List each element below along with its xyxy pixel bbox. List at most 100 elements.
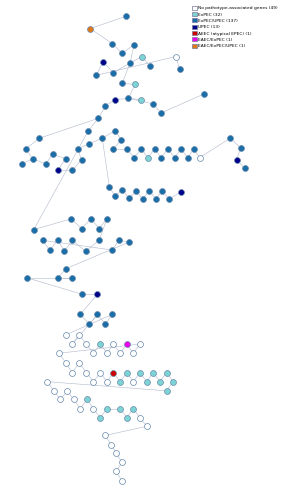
Point (178, 66, 182, 74)
Point (138, 414, 142, 422)
Point (87, 320, 92, 328)
Point (70, 236, 75, 244)
Point (242, 164, 247, 172)
Point (120, 477, 124, 485)
Point (88, 24, 93, 32)
Point (103, 432, 108, 440)
Point (95, 310, 100, 318)
Point (103, 320, 108, 328)
Point (62, 247, 67, 255)
Point (84, 368, 89, 376)
Point (110, 246, 114, 254)
Point (185, 154, 190, 162)
Point (148, 62, 152, 70)
Point (118, 349, 122, 357)
Point (87, 140, 92, 147)
Point (234, 156, 239, 164)
Point (105, 349, 109, 357)
Point (63, 359, 68, 367)
Point (120, 50, 124, 58)
Point (118, 378, 122, 386)
Point (118, 404, 122, 412)
Point (65, 387, 70, 395)
Point (63, 265, 68, 273)
Point (138, 340, 142, 348)
Point (117, 236, 121, 244)
Point (63, 331, 68, 339)
Point (160, 187, 164, 195)
Point (125, 414, 129, 422)
Point (105, 215, 109, 223)
Point (132, 40, 136, 48)
Point (139, 145, 143, 153)
Point (125, 145, 129, 153)
Point (131, 349, 135, 357)
Point (55, 166, 60, 174)
Point (138, 368, 142, 376)
Point (191, 145, 196, 153)
Point (30, 154, 35, 162)
Point (51, 387, 56, 395)
Point (97, 224, 101, 232)
Point (91, 404, 96, 412)
Point (25, 274, 30, 282)
Point (58, 396, 63, 404)
Point (105, 404, 109, 412)
Point (114, 449, 118, 457)
Point (238, 144, 243, 152)
Point (94, 72, 99, 80)
Point (96, 114, 101, 122)
Point (120, 80, 124, 88)
Point (91, 349, 96, 357)
Point (78, 310, 83, 318)
Point (70, 368, 75, 376)
Point (151, 368, 155, 376)
Point (47, 246, 52, 254)
Point (154, 195, 158, 203)
Point (126, 94, 131, 102)
Point (166, 145, 170, 153)
Point (77, 359, 82, 367)
Point (127, 238, 131, 246)
Point (113, 126, 117, 134)
Point (124, 12, 128, 20)
Point (75, 145, 80, 153)
Point (167, 195, 171, 203)
Point (89, 215, 93, 223)
Point (91, 378, 96, 386)
Point (164, 387, 169, 395)
Point (98, 340, 103, 348)
Point (86, 126, 91, 134)
Legend: No pathotype-associated genes (49), ExPEC (32), ExPEC/UPEC (137), UPEC (13), AEE: No pathotype-associated genes (49), ExPE… (191, 5, 279, 49)
Point (201, 90, 206, 98)
Point (105, 378, 109, 386)
Point (111, 368, 116, 376)
Point (125, 368, 129, 376)
Point (57, 349, 62, 357)
Point (37, 134, 42, 142)
Point (107, 182, 112, 190)
Point (69, 215, 74, 223)
Point (131, 404, 135, 412)
Point (103, 102, 108, 110)
Point (24, 145, 28, 153)
Point (172, 154, 177, 162)
Point (79, 224, 84, 232)
Point (78, 404, 83, 412)
Point (153, 145, 157, 153)
Point (55, 236, 60, 244)
Point (100, 134, 105, 142)
Point (98, 414, 103, 422)
Point (131, 378, 135, 386)
Point (133, 80, 137, 88)
Point (159, 154, 163, 162)
Point (111, 68, 116, 76)
Point (164, 368, 169, 376)
Point (127, 194, 131, 202)
Point (132, 154, 136, 162)
Point (101, 58, 105, 66)
Point (50, 150, 55, 158)
Point (228, 134, 233, 142)
Point (70, 166, 75, 174)
Point (125, 340, 129, 348)
